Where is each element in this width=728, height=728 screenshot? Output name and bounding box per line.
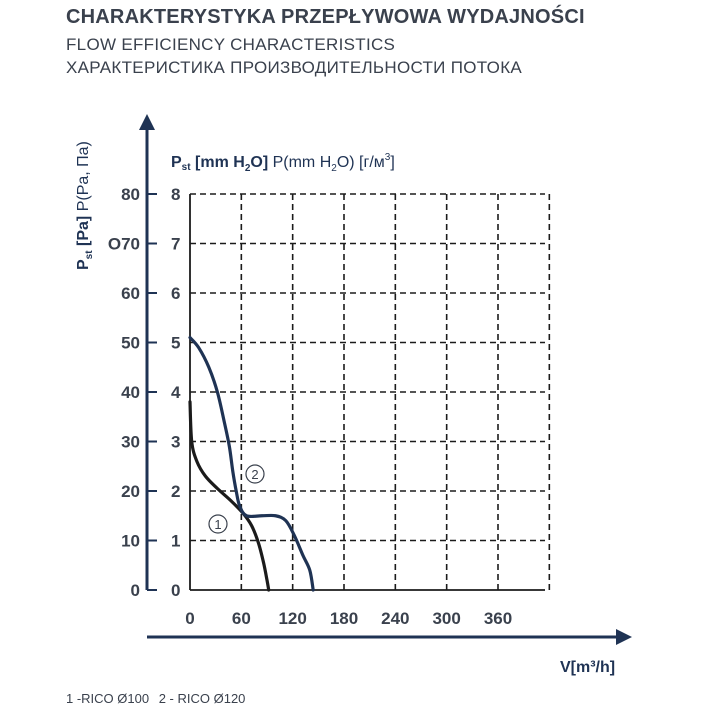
- y-tick-label-pa: 10: [121, 532, 140, 551]
- y2-label-rest-sub: 2: [331, 163, 337, 174]
- series-marker-2-label: 2: [251, 467, 258, 482]
- y-axis-label-rest: P(Pa, Па): [75, 141, 92, 216]
- y2-label-rest: P(mm H: [268, 154, 331, 171]
- y-tick-label-pa: 40: [121, 383, 140, 402]
- y2-label-rest-end: ]: [390, 154, 394, 171]
- y-tick-label-mm: 7: [171, 235, 180, 254]
- x-axis-label: V[m³/h]: [560, 659, 615, 676]
- legend-item-2: 2 - RICO Ø120: [158, 691, 246, 706]
- y-axis-label-mm: Pst [mm H2O] P(mm H2O) [г/м3]: [171, 152, 395, 174]
- y2-label-sub: st: [182, 162, 192, 173]
- y-tick-label-mm: 1: [171, 532, 180, 551]
- y2-label-unit-tail: O]: [250, 154, 268, 171]
- y2-label-main: P: [171, 154, 182, 171]
- chart-subtitle-en: FLOW EFFICIENCY CHARACTERISTICS: [66, 35, 396, 54]
- series-marker-2: 2: [245, 464, 265, 484]
- chart-title: CHARAKTERYSTYKA PRZEPŁYWOWA WYDAJNOŚCI: [66, 6, 585, 28]
- y-tick-label-pa: 60: [121, 284, 140, 303]
- x-tick-label: 0: [185, 609, 194, 628]
- y-tick-label-mm: 2: [171, 482, 180, 501]
- series-legend: 1 -RICO Ø100 2 - RICO Ø120: [66, 691, 251, 706]
- y-tick-label-mm: 5: [171, 334, 180, 353]
- y-tick-label-pa: 0: [131, 581, 140, 600]
- y2-label-rest-sup: 3: [385, 152, 391, 163]
- x-tick-label: 120: [278, 609, 306, 628]
- y-tick-label-mm: 6: [171, 284, 180, 303]
- axes: [139, 114, 632, 645]
- series-marker-1: 1: [208, 514, 228, 534]
- series: [188, 335, 315, 592]
- y-tick-label-pa: 20: [121, 482, 140, 501]
- series-line-1: [188, 400, 271, 592]
- y-axis-label-unit: [Pa]: [75, 216, 92, 251]
- series-line-2: [188, 335, 315, 592]
- chart-subtitle-ru: ХАРАКТЕРИСТИКА ПРОИЗВОДИТЕЛЬНОСТИ ПОТОКА: [66, 58, 523, 77]
- series-marker-1-label: 1: [214, 517, 221, 532]
- y-axis-arrow: [139, 114, 155, 130]
- x-tick-label: 60: [232, 609, 251, 628]
- y-tick-label-pa: 80: [121, 185, 140, 204]
- legend-item-1: 1 -RICO Ø100: [66, 691, 150, 706]
- y-tick-label-mm: 3: [171, 433, 180, 452]
- y-tick-label-mm: 0: [171, 581, 180, 600]
- x-tick-label: 240: [381, 609, 409, 628]
- y-tick-label-pa: 30: [121, 433, 140, 452]
- y2-label-unit-sub: 2: [245, 163, 251, 174]
- x-tick-label: 360: [484, 609, 512, 628]
- y-tick-label-pa: 50: [121, 334, 140, 353]
- y2-label-rest-tail: O) [г/м: [337, 154, 385, 171]
- y-tick-label-mm: 8: [171, 185, 180, 204]
- y-axis-label-sub: st: [84, 250, 95, 260]
- x-tick-label: 180: [330, 609, 358, 628]
- y2-label-unit: [mm H: [191, 154, 245, 171]
- y-tick-label-mm: 4: [171, 383, 181, 402]
- x-tick-label: 300: [432, 609, 460, 628]
- x-axis-arrow: [616, 629, 632, 645]
- grid: [147, 193, 551, 591]
- y-axis-label-pa: Pst [Pa] P(Pa, Па): [75, 141, 95, 270]
- y-tick-label-pa: O70: [108, 235, 140, 254]
- y-axis-label-main: P: [75, 259, 92, 270]
